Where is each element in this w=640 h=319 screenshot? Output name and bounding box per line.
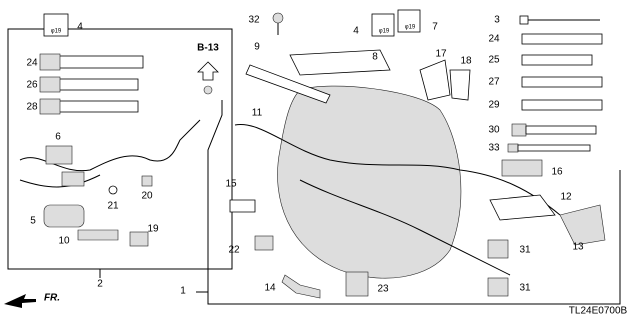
callout: 24 [26, 58, 38, 69]
callout: 4 [77, 22, 83, 33]
callout: φ19 [51, 29, 62, 35]
callout: 15 [225, 179, 237, 190]
callout: 10 [58, 236, 70, 247]
labels: B-13 FR. TL24E0700B 4 φ19 24 26 28 6 21 … [26, 15, 627, 317]
left-box [7, 28, 233, 270]
callout: 8 [372, 52, 378, 63]
section-label: B-13 [197, 43, 219, 54]
callout: φ19 [405, 25, 416, 31]
callout: 7 [432, 22, 438, 33]
callout: 18 [460, 56, 472, 67]
callout: φ19 [379, 29, 390, 35]
callout: 31 [519, 245, 531, 256]
callout: 30 [488, 125, 500, 136]
callout: 21 [107, 201, 119, 212]
callout: 32 [248, 15, 260, 26]
callout: 11 [252, 108, 263, 119]
callout: 25 [488, 55, 500, 66]
direction: FR. [44, 293, 60, 304]
callout: 5 [30, 216, 36, 227]
callout: 28 [26, 102, 38, 113]
reference-code: TL24E0700B [569, 306, 628, 317]
callout: 12 [560, 192, 572, 203]
callout: 26 [26, 80, 38, 91]
drawing [4, 9, 621, 308]
callout: 4 [353, 26, 359, 37]
callout: 3 [494, 15, 500, 26]
callout: 2 [97, 279, 103, 290]
callout: 31 [519, 283, 531, 294]
callout: 14 [264, 283, 276, 294]
callout: 19 [147, 224, 159, 235]
callout: 13 [572, 242, 584, 253]
callout: 27 [488, 77, 500, 88]
callout: 9 [254, 42, 260, 53]
callout: 33 [488, 143, 500, 154]
callout: 17 [435, 49, 447, 60]
callout: 6 [55, 132, 61, 143]
frame-left [196, 100, 223, 293]
callout: 24 [488, 34, 500, 45]
callout: 1 [180, 286, 186, 297]
callout: 20 [141, 191, 153, 202]
engine [277, 85, 462, 279]
callout: 23 [377, 284, 389, 295]
callout: 29 [488, 100, 500, 111]
callout: 22 [228, 245, 240, 256]
callout: 16 [551, 167, 563, 178]
